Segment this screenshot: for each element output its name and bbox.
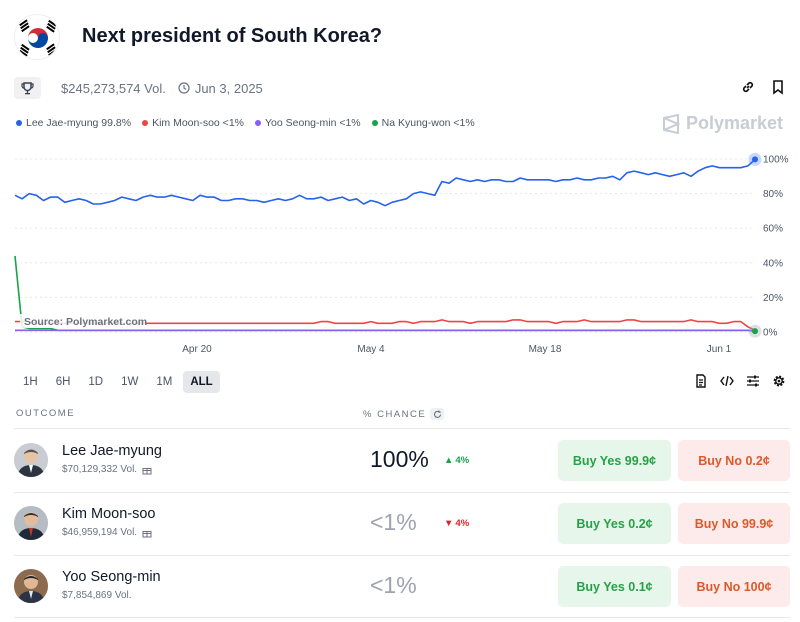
chance-value: <1% (370, 572, 417, 598)
candidate-name: Kim Moon-soo (62, 506, 156, 522)
chance-delta-value: 4% (455, 518, 470, 529)
chance-value: 100% (370, 446, 429, 472)
brand-name: Polymarket (686, 113, 784, 133)
market-actions (740, 79, 786, 95)
y-tick-label: 60% (763, 224, 783, 235)
price-chart[interactable]: 100% 80% 60% 40% 20% 0% Apr 20 May 4 May 18 Jun 1… (0, 140, 800, 360)
buy-no-button[interactable]: Buy No 99.9¢ (678, 503, 790, 544)
trophy-button[interactable] (14, 77, 41, 99)
outcome-row[interactable]: Lee Jae-myung $70,129,332 Vol. 100% ▲ 4% … (14, 429, 790, 491)
link-icon[interactable] (740, 79, 756, 95)
settings-gear-icon[interactable] (772, 374, 786, 388)
candidate-volume-text: $70,129,332 Vol. (62, 464, 138, 475)
legend-dot (16, 120, 22, 126)
outcome-row[interactable]: Yoo Seong-min $7,854,869 Vol. <1% Buy Ye… (14, 555, 790, 617)
legend-label: Kim Moon-soo <1% (152, 117, 244, 129)
avatar (14, 443, 48, 477)
page-title: Next president of South Korea? (82, 25, 383, 47)
series-line-yoo-seong-min (15, 329, 756, 332)
divider (14, 617, 790, 618)
chart-tools (694, 374, 786, 388)
y-tick-label: 100% (763, 155, 789, 166)
end-date-text: Jun 3, 2025 (194, 80, 263, 96)
avatar (14, 569, 48, 603)
range-1w[interactable]: 1W (121, 376, 139, 388)
legend-item: Kim Moon-soo <1% (142, 117, 244, 129)
buy-yes-button[interactable]: Buy Yes 0.2¢ (558, 503, 671, 544)
candidate-volume-text: $7,854,869 Vol. (62, 590, 132, 601)
legend-label: Yoo Seong-min <1% (265, 117, 361, 129)
polymarket-logo: Polymarket (662, 113, 783, 134)
document-icon[interactable] (694, 374, 708, 388)
bookmark-icon[interactable] (770, 79, 786, 95)
candidate-volume: $70,129,332 Vol. (62, 464, 152, 475)
range-all[interactable]: ALL (183, 371, 220, 393)
polymarket-icon (663, 113, 680, 134)
y-tick-label: 0% (763, 328, 778, 339)
range-1h[interactable]: 1H (23, 376, 38, 388)
divider (14, 492, 790, 493)
refresh-icon (433, 410, 441, 418)
candidate-volume: $46,959,194 Vol. (62, 527, 152, 538)
range-1m[interactable]: 1M (156, 376, 173, 388)
embed-code-icon[interactable] (720, 374, 734, 388)
gift-icon (142, 530, 152, 537)
gift-icon (142, 467, 152, 474)
buy-yes-button[interactable]: Buy Yes 0.1¢ (558, 566, 671, 607)
sliders-icon[interactable] (746, 374, 760, 388)
chance-delta: ▲ 4% (444, 455, 469, 466)
y-tick-label: 80% (763, 189, 783, 200)
chance-column-header: % CHANCE (363, 408, 445, 420)
chance-delta-value: 4% (455, 455, 470, 466)
source-label-bg (20, 314, 146, 328)
divider (14, 428, 790, 429)
end-marker (752, 328, 758, 335)
outcome-row[interactable]: Kim Moon-soo $46,959,194 Vol. <1% ▼ 4% Bu… (14, 492, 790, 554)
range-1d[interactable]: 1D (88, 376, 104, 388)
x-tick-label: May 18 (529, 344, 562, 355)
divider (14, 555, 790, 556)
legend-label: Na Kyung-won <1% (381, 117, 475, 129)
triangle-up-icon: ▲ (444, 455, 454, 466)
buy-no-button[interactable]: Buy No 0.2¢ (678, 440, 790, 481)
y-tick-label: 20% (763, 293, 783, 304)
end-marker (752, 156, 758, 163)
legend-label: Lee Jae-myung 99.8% (26, 117, 132, 129)
avatar (14, 506, 48, 540)
y-tick-label: 40% (763, 258, 783, 269)
total-volume: $245,273,574 Vol. (61, 80, 166, 96)
triangle-down-icon: ▼ (444, 518, 454, 529)
candidate-name: Lee Jae-myung (62, 443, 162, 459)
candidate-name: Yoo Seong-min (62, 569, 161, 585)
series-line-lee-jae-myung (14, 158, 756, 207)
legend-item: Yoo Seong-min <1% (255, 117, 361, 129)
trophy-icon (21, 81, 34, 94)
clock-icon (178, 82, 190, 94)
x-tick-label: Jun 1 (707, 344, 732, 355)
x-tick-label: May 4 (357, 344, 385, 355)
chance-column-label: % CHANCE (363, 408, 427, 420)
outcome-column-header: OUTCOME (16, 408, 76, 419)
buy-no-button[interactable]: Buy No 100¢ (678, 566, 790, 607)
chart-legend: Lee Jae-myung 99.8% Kim Moon-soo <1% Yoo… (16, 117, 486, 129)
legend-dot (142, 120, 149, 126)
legend-item: Na Kyung-won <1% (371, 117, 475, 129)
legend-dot (371, 120, 378, 126)
market-meta: $245,273,574 Vol. Jun 3, 2025 (14, 77, 263, 99)
candidate-volume: $7,854,869 Vol. (62, 590, 132, 601)
end-date: Jun 3, 2025 (178, 81, 263, 96)
candidate-volume-text: $46,959,194 Vol. (62, 527, 138, 538)
south-korea-flag-icon (14, 14, 60, 60)
chart-source-label: Source: Polymarket.com (24, 316, 147, 328)
chance-delta: ▼ 4% (444, 518, 469, 529)
chance-value: <1% (370, 509, 417, 535)
buy-yes-button[interactable]: Buy Yes 99.9¢ (558, 440, 671, 481)
refresh-button[interactable] (430, 408, 445, 420)
market-header (14, 14, 60, 60)
time-range-selector: 1H 6H 1D 1W 1M ALL (16, 371, 220, 393)
legend-dot (255, 120, 261, 126)
range-6h[interactable]: 6H (55, 376, 71, 388)
x-tick-label: Apr 20 (182, 344, 212, 355)
legend-item: Lee Jae-myung 99.8% (16, 117, 131, 129)
